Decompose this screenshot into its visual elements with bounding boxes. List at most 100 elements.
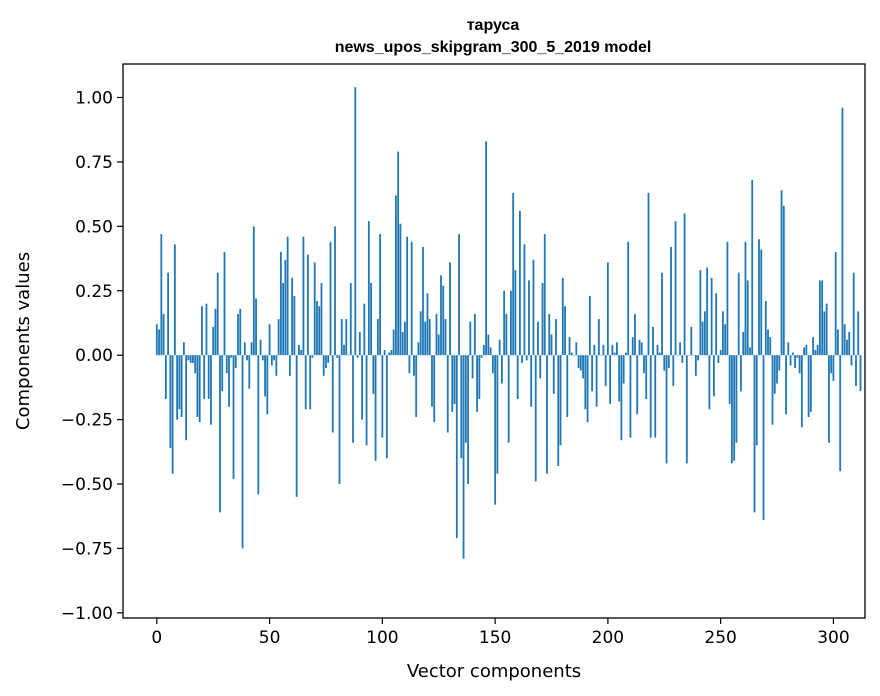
bar-108 (399, 223, 402, 356)
x-tick-label: 100 (366, 628, 398, 648)
bar-128 (444, 319, 447, 356)
bar-7 (171, 355, 174, 474)
bar-1 (158, 329, 160, 356)
bar-82 (340, 319, 343, 356)
bar-129 (446, 355, 449, 433)
bar-159 (514, 270, 517, 356)
bar-74 (322, 355, 325, 376)
bar-281 (789, 355, 792, 366)
bar-274 (773, 355, 776, 394)
bar-200 (606, 262, 609, 356)
bar-158 (512, 192, 515, 356)
bar-37 (239, 308, 242, 356)
bar-189 (582, 355, 584, 379)
bar-188 (579, 355, 582, 371)
bar-89 (356, 355, 359, 358)
bar-271 (767, 329, 769, 356)
bar-44 (255, 298, 257, 356)
bar-101 (383, 350, 386, 356)
bar-290 (809, 355, 812, 412)
bar-134 (458, 234, 460, 356)
bar-148 (489, 347, 492, 356)
bar-161 (519, 210, 521, 356)
bar-237 (690, 326, 693, 356)
bar-76 (327, 355, 330, 363)
y-axis-label: Components values (13, 252, 34, 430)
bar-39 (243, 342, 246, 356)
bar-122 (431, 355, 433, 407)
bar-31 (225, 355, 228, 374)
bar-272 (769, 337, 772, 356)
bar-16 (192, 355, 194, 363)
bar-131 (451, 355, 454, 412)
y-tick-label: −1.00 (61, 604, 113, 624)
bar-266 (755, 355, 758, 446)
bar-221 (654, 355, 657, 438)
bar-185 (573, 355, 575, 356)
bar-116 (417, 342, 420, 356)
bar-104 (390, 350, 393, 356)
bar-120 (426, 293, 429, 356)
bar-265 (753, 355, 756, 513)
y-tick-label: −0.50 (61, 475, 113, 495)
y-tick-label: −0.75 (61, 539, 113, 559)
bar-238 (692, 355, 695, 356)
bar-245 (708, 355, 711, 410)
bar-14 (187, 355, 190, 361)
bar-289 (807, 355, 810, 418)
y-tick-label: 0.75 (75, 153, 113, 173)
bar-67 (307, 254, 309, 356)
bar-38 (241, 355, 244, 549)
bar-198 (602, 344, 605, 356)
bar-288 (805, 344, 808, 356)
bar-107 (397, 151, 400, 356)
bar-36 (237, 313, 239, 356)
bar-70 (313, 262, 316, 356)
bar-32 (228, 355, 230, 407)
bar-259 (740, 355, 742, 392)
x-tick-label: 50 (259, 628, 281, 648)
bar-196 (597, 319, 600, 356)
bar-12 (182, 342, 185, 356)
bar-258 (737, 272, 740, 356)
bar-254 (728, 355, 731, 405)
bar-275 (776, 355, 778, 384)
bar-118 (422, 246, 424, 356)
bar-194 (593, 344, 596, 356)
bar-133 (455, 355, 458, 539)
bar-141 (473, 313, 476, 356)
bar-292 (814, 350, 817, 356)
bar-54 (277, 319, 280, 356)
bar-165 (528, 280, 530, 356)
bar-51 (270, 355, 273, 366)
x-tick-label: 250 (704, 628, 736, 648)
bar-233 (681, 355, 684, 363)
bar-113 (410, 241, 413, 356)
bar-204 (616, 342, 618, 356)
bar-307 (848, 331, 851, 356)
bar-24 (210, 355, 212, 425)
bar-236 (688, 355, 690, 356)
bar-244 (706, 267, 709, 356)
bar-105 (392, 329, 395, 356)
bar-117 (419, 311, 422, 356)
bar-85 (347, 355, 350, 356)
bar-150 (494, 355, 497, 505)
bar-124 (435, 313, 438, 356)
bar-303 (839, 355, 842, 472)
bar-68 (309, 355, 312, 410)
bar-269 (762, 355, 765, 521)
bar-56 (282, 283, 285, 356)
bar-249 (717, 355, 720, 363)
bar-112 (408, 355, 411, 374)
bar-142 (476, 355, 478, 412)
bar-209 (627, 241, 630, 356)
bar-47 (261, 355, 264, 361)
bar-270 (764, 301, 767, 356)
bar-177 (555, 319, 557, 356)
bar-167 (532, 259, 535, 356)
bar-208 (625, 352, 627, 356)
bar-20 (201, 306, 203, 356)
